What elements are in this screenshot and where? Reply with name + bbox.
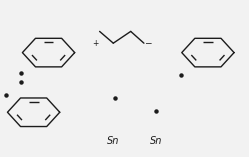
Text: −: − (144, 39, 151, 48)
Text: Sn: Sn (149, 135, 162, 146)
Text: +: + (93, 39, 99, 48)
Text: Sn: Sn (107, 135, 120, 146)
